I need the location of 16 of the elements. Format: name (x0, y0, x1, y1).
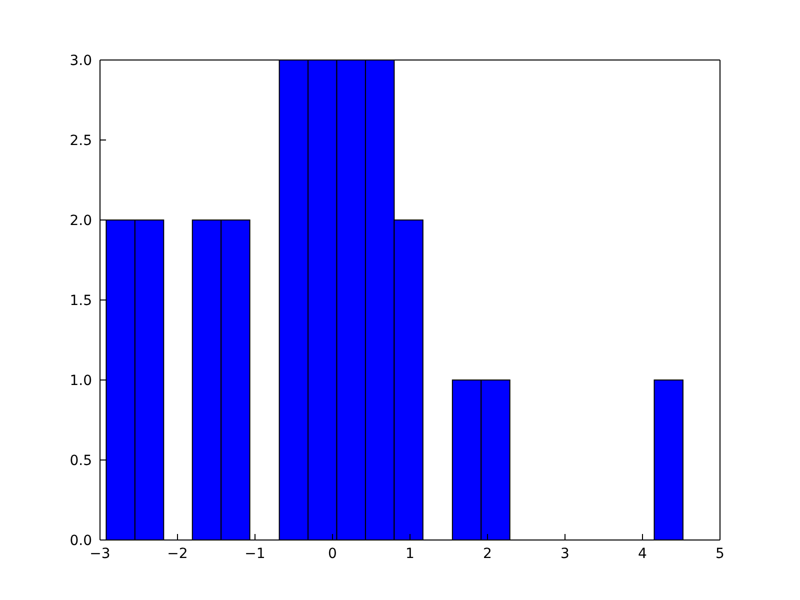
x-tick-label: 2 (483, 546, 492, 562)
x-tick-label: −1 (244, 546, 266, 562)
x-tick-label: 0 (328, 546, 337, 562)
y-tick-label: 0.5 (70, 452, 92, 469)
x-tick-label: 1 (406, 546, 414, 562)
y-tick-label: 3.0 (70, 52, 92, 69)
y-tick-label: 0.0 (70, 532, 92, 549)
x-tick-label: −3 (90, 546, 110, 562)
y-tick-label: 1.5 (70, 292, 92, 309)
x-tick-label: 4 (638, 546, 648, 562)
y-tick-label: 1.0 (70, 372, 92, 389)
x-tick-label: −2 (167, 546, 188, 562)
x-tick-label: 3 (560, 546, 570, 562)
y-tick-label: 2.5 (70, 132, 92, 149)
x-tick-label: 5 (716, 546, 724, 562)
y-tick-label: 2.0 (70, 212, 92, 229)
